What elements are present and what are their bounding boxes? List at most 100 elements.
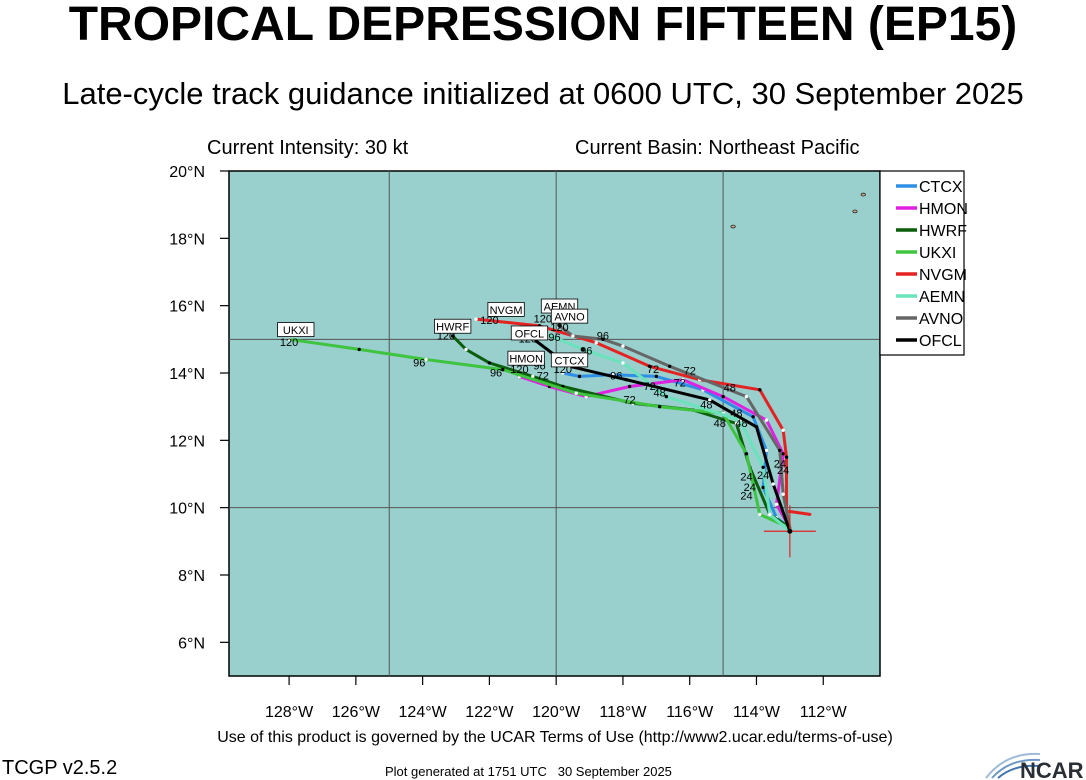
legend-label: HWRF [919, 223, 967, 240]
forecast-hour-label: 96 [490, 367, 502, 379]
x-tick-label: 112°W [800, 704, 848, 721]
x-tick-label: 114°W [733, 704, 781, 721]
forecast-hour-label: 120 [534, 314, 552, 326]
x-tick-label: 118°W [599, 704, 647, 721]
track-point [761, 485, 765, 490]
legend-item-avno: AVNO [896, 311, 963, 328]
forecast-hour-label: 72 [537, 371, 549, 383]
legend-label: NVGM [919, 267, 967, 284]
track-point [621, 344, 625, 348]
model-label-box [487, 301, 525, 317]
track-point [774, 502, 779, 506]
track-point [764, 448, 769, 453]
legend-label: AVNO [919, 311, 963, 328]
track-point [781, 428, 785, 432]
model-label-box [507, 350, 545, 366]
track-point [574, 391, 578, 395]
track-point [601, 337, 605, 342]
forecast-hour-label: 120 [280, 337, 298, 349]
track-point [758, 512, 762, 517]
forecast-hour-label: 72 [684, 366, 696, 378]
page-subtitle: Late-cycle track guidance initialized at… [62, 76, 1024, 111]
legend-item-hwrf: HWRF [896, 223, 967, 240]
forecast-hour-label: 96 [413, 357, 425, 369]
y-tick-label: 16°N [169, 299, 205, 316]
model-label-box [434, 318, 472, 334]
model-label-text: OFCL [515, 328, 544, 340]
model-label-ofcl: OFCL [510, 325, 549, 340]
version-label: TCGP v2.5.2 [2, 757, 118, 779]
model-label-avno: AVNO [550, 308, 589, 324]
x-tick-label: 124°W [399, 704, 448, 721]
current-basin: Current Basin: Northeast Pacific [575, 137, 860, 159]
ncar-logo: NCAR [985, 752, 1084, 780]
track-point [621, 361, 625, 365]
track-point [647, 364, 652, 368]
forecast-hour-label: 72 [647, 364, 659, 376]
model-label-text: NVGM [490, 305, 523, 317]
track-point [657, 404, 662, 409]
track-point [464, 347, 468, 352]
track-point [627, 384, 632, 389]
terms-of-use: Use of this product is governed by the U… [217, 729, 893, 746]
track-point [571, 334, 575, 338]
forecast-hour-label: 72 [674, 377, 686, 389]
track-point [771, 482, 775, 486]
marker-center [787, 528, 793, 534]
track-point [721, 394, 725, 399]
y-tick-label: 10°N [169, 501, 205, 518]
model-label-ctcx: CTCX [550, 352, 589, 368]
legend: CTCX HMON HWRF UKXI NVGM AEMN AVNO OFCL [879, 170, 968, 356]
track-point [708, 398, 712, 402]
track-point [764, 418, 769, 422]
forecast-hour-label: 48 [724, 383, 736, 395]
model-label-text: AVNO [554, 312, 585, 324]
model-label-text: HMON [509, 354, 543, 366]
track-point [754, 425, 759, 429]
track-point [667, 364, 672, 368]
legend-label: HMON [919, 201, 968, 218]
track-point [357, 347, 361, 352]
track-point [501, 367, 505, 372]
model-label-text: CTCX [555, 355, 586, 367]
model-label-box [550, 352, 589, 368]
forecast-hour-label: 48 [654, 388, 666, 400]
track-point [474, 317, 478, 321]
track-point [557, 324, 562, 328]
forecast-hour-label: 24 [744, 482, 756, 494]
forecast-hour-label: 120 [480, 315, 498, 327]
track-point [424, 357, 428, 362]
model-label-hmon: HMON [507, 350, 545, 366]
islands-layer [730, 192, 866, 229]
legend-box [879, 170, 965, 356]
track-point [734, 421, 739, 426]
forecast-hour-label: 48 [735, 418, 747, 430]
legend-label: UKXI [919, 245, 956, 262]
track-point [778, 448, 782, 453]
model-label-nvgm: NVGM [487, 301, 525, 317]
x-tick-label: 116°W [666, 704, 714, 721]
track-point [768, 512, 772, 517]
legend-item-hmon: HMON [896, 201, 968, 218]
x-tick-label: 122°W [465, 704, 514, 721]
ncar-logo-text: NCAR [1020, 758, 1084, 780]
track-point [624, 378, 628, 382]
y-tick-label: 14°N [169, 366, 205, 383]
y-tick-label: 18°N [169, 231, 205, 248]
island-shape [852, 209, 858, 214]
forecast-hour-label: 96 [610, 371, 622, 383]
track-point [751, 415, 755, 419]
y-tick-label: 6°N [178, 635, 205, 652]
model-label-hwrf: HWRF [434, 318, 472, 334]
model-label-ukxi: UKXI [277, 322, 315, 338]
track-point [654, 374, 659, 379]
forecast-hour-label: 48 [730, 408, 742, 420]
track-point [758, 388, 762, 392]
forecast-hour-label: 24 [757, 470, 769, 482]
island-shape [730, 224, 736, 229]
track-point [450, 334, 455, 338]
model-label-box [277, 322, 315, 338]
legend-label: AEMN [919, 289, 965, 306]
legend-item-ukxi: UKXI [896, 245, 956, 262]
